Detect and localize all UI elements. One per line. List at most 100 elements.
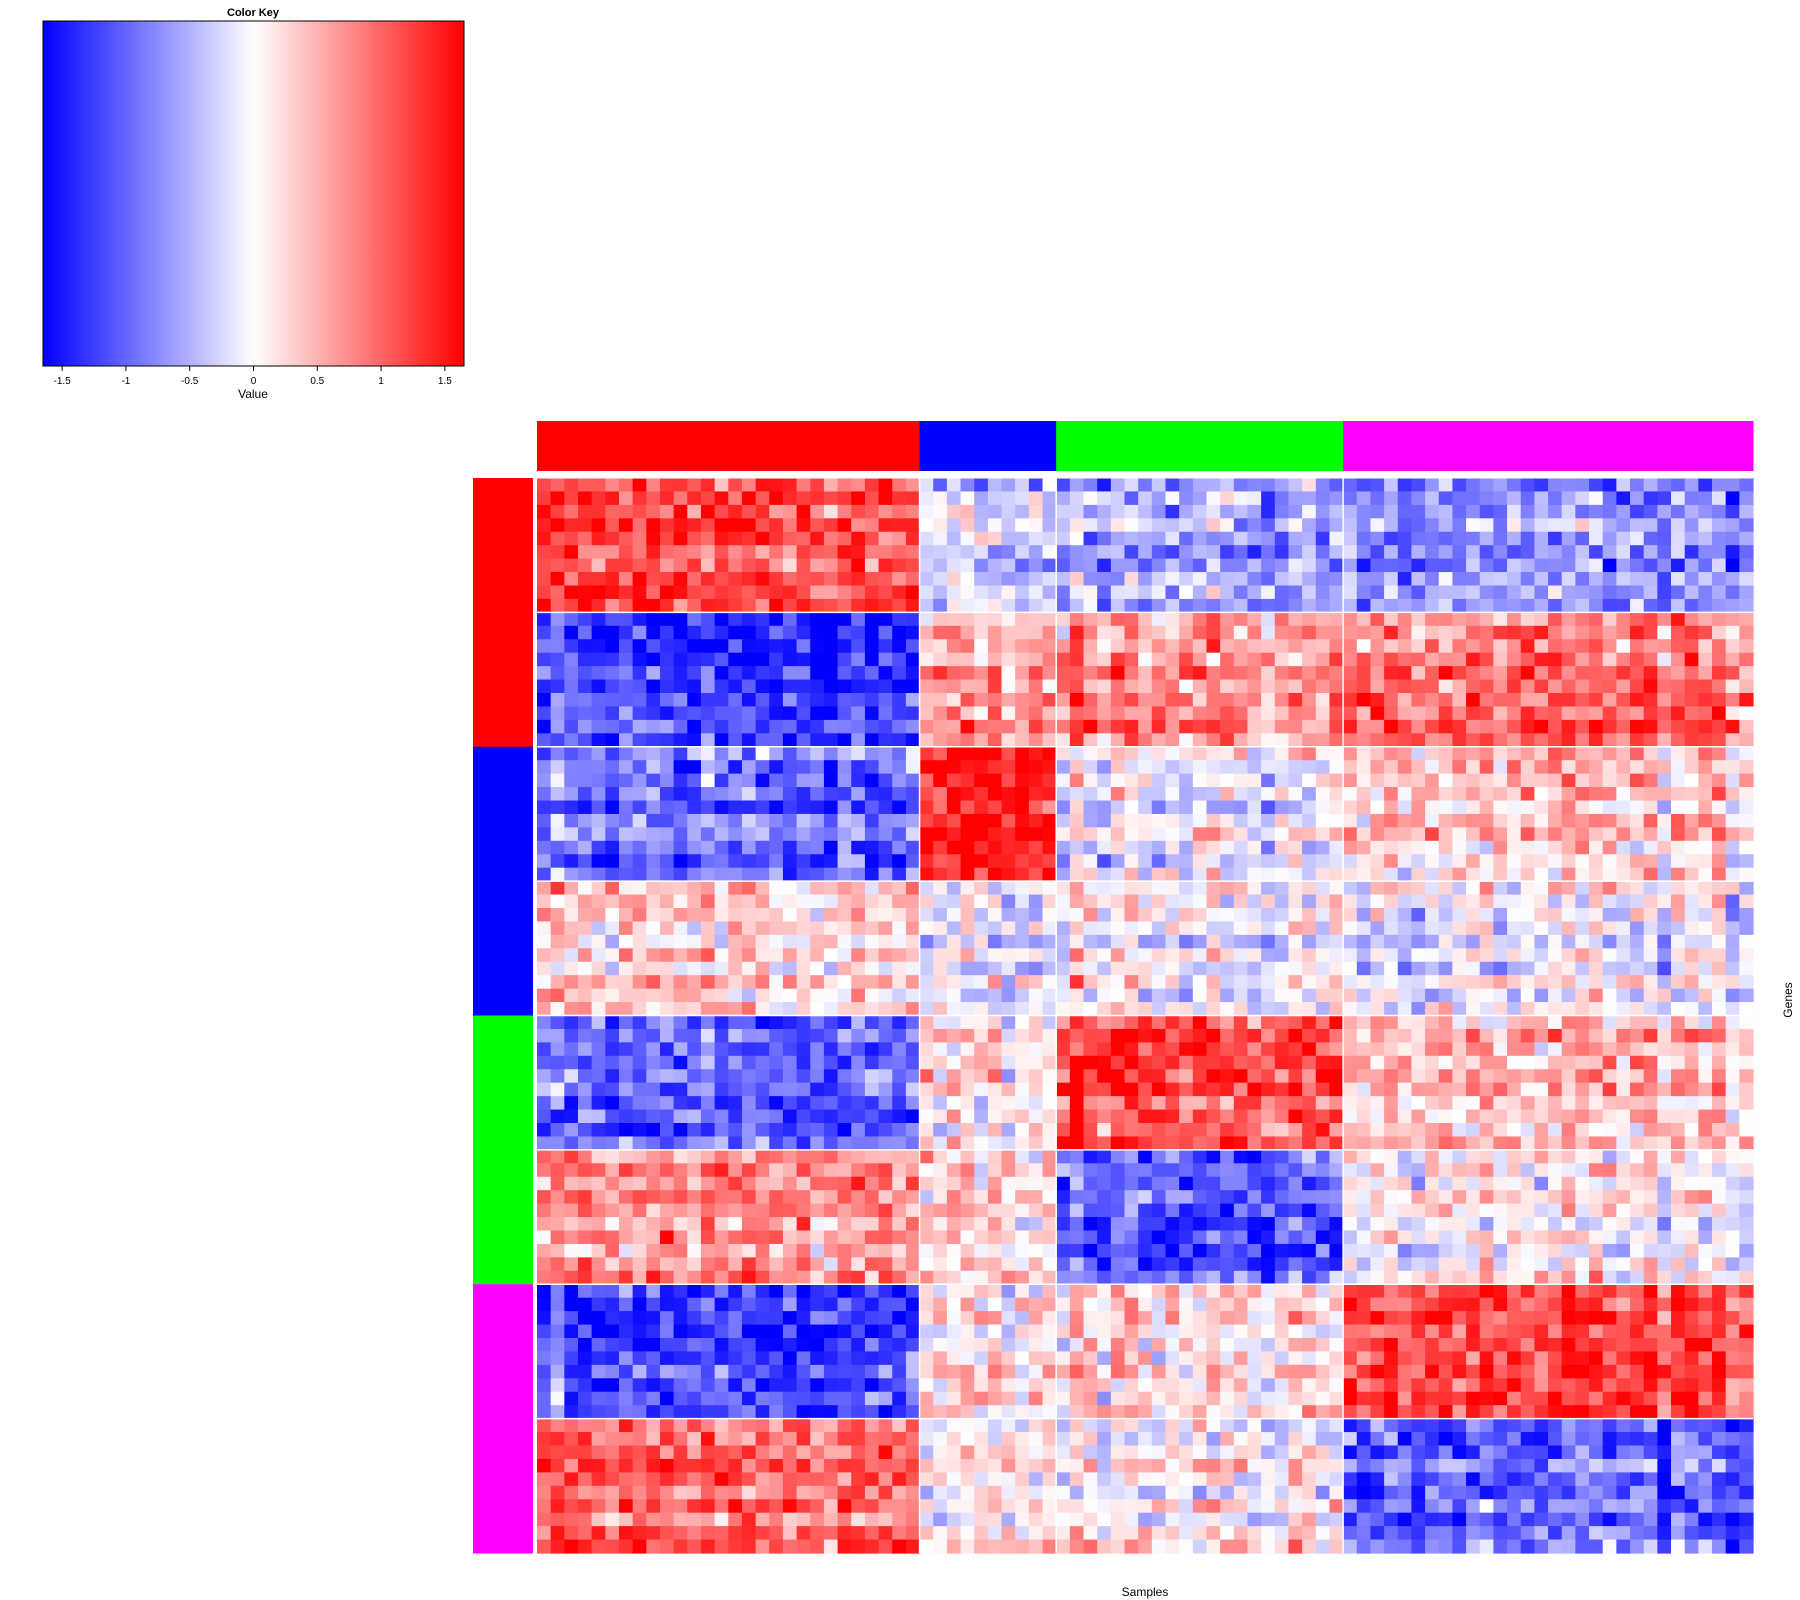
heatmap-cell <box>1247 827 1262 842</box>
heatmap-cell <box>687 948 702 963</box>
heatmap-cell <box>1493 854 1508 869</box>
heatmap-cell <box>618 1015 634 1030</box>
heatmap-cell <box>946 1217 962 1232</box>
heatmap-cell <box>1206 518 1221 533</box>
heatmap-cell <box>605 760 620 775</box>
heatmap-cell <box>1274 894 1290 909</box>
heatmap-cell <box>755 787 770 802</box>
heatmap-cell <box>1725 598 1740 613</box>
heatmap-cell <box>878 652 893 667</box>
heatmap-cell <box>1315 1149 1331 1164</box>
heatmap-cell <box>564 988 579 1003</box>
heatmap-cell <box>1657 572 1672 587</box>
heatmap-cell <box>1206 1082 1221 1097</box>
heatmap-cell <box>1138 652 1153 667</box>
heatmap-cell <box>1042 558 1057 573</box>
heatmap-cell <box>782 598 798 613</box>
heatmap-cell <box>1015 518 1030 533</box>
heatmap-cell <box>605 787 620 802</box>
heatmap-cell <box>632 504 647 519</box>
heatmap-cell <box>823 706 839 721</box>
heatmap-cell <box>714 518 729 533</box>
heatmap-cell <box>673 1055 688 1070</box>
heatmap-cell <box>1712 988 1727 1003</box>
heatmap-cell <box>1698 827 1713 842</box>
heatmap-cell <box>782 652 798 667</box>
heatmap-cell <box>1069 1149 1085 1164</box>
heatmap-cell <box>878 719 893 734</box>
heatmap-cell <box>1124 652 1139 667</box>
heatmap-cell <box>1411 854 1426 869</box>
heatmap-cell <box>1110 719 1126 734</box>
heatmap-cell <box>687 1082 702 1097</box>
heatmap-cell <box>1561 652 1576 667</box>
heatmap-cell <box>878 800 893 815</box>
heatmap-cell <box>1356 1028 1372 1043</box>
heatmap-cell <box>1520 625 1535 640</box>
heatmap-cell <box>1630 1082 1645 1097</box>
heatmap-cell <box>1015 1082 1030 1097</box>
heatmap-cell <box>769 625 784 640</box>
heatmap-cell <box>1411 881 1426 896</box>
heatmap-cell <box>1042 1096 1057 1111</box>
heatmap-cell <box>919 598 934 613</box>
heatmap-cell <box>1520 813 1535 828</box>
heatmap-cell <box>946 773 962 788</box>
heatmap-cell <box>1165 1109 1180 1124</box>
heatmap-cell <box>1329 545 1344 560</box>
heatmap-cell <box>1124 773 1139 788</box>
heatmap-cell <box>933 961 948 976</box>
heatmap-cell <box>1548 1015 1563 1030</box>
heatmap-cell <box>1206 975 1221 990</box>
heatmap-cell <box>1589 598 1604 613</box>
heatmap-cell <box>1056 598 1071 613</box>
heatmap-cell <box>810 545 825 560</box>
heatmap-cell <box>1684 1082 1699 1097</box>
heatmap-cell <box>1425 639 1440 654</box>
heatmap-cell <box>919 800 934 815</box>
heatmap-cell <box>550 1217 565 1232</box>
heatmap-cell <box>1698 1015 1713 1030</box>
heatmap-cell <box>605 598 620 613</box>
heatmap-cell <box>1056 1055 1071 1070</box>
heatmap-cell <box>1534 679 1549 694</box>
heatmap-cell <box>1425 706 1440 721</box>
heatmap-cell <box>1302 1028 1317 1043</box>
heatmap-cell <box>755 706 770 721</box>
heatmap-cell <box>1698 625 1713 640</box>
heatmap-cell <box>810 733 825 748</box>
heatmap-cell <box>1206 706 1221 721</box>
heatmap-cell <box>1001 827 1016 842</box>
heatmap-cell <box>1069 531 1085 546</box>
heatmap-cell <box>618 639 634 654</box>
heatmap-cell <box>1110 773 1126 788</box>
heatmap-cell <box>700 840 716 855</box>
heatmap-cell <box>1028 545 1044 560</box>
heatmap-cell <box>673 706 688 721</box>
heatmap-cell <box>1561 1096 1576 1111</box>
heatmap-cell <box>564 800 579 815</box>
heatmap-cell <box>1438 1217 1454 1232</box>
heatmap-cell <box>892 504 907 519</box>
heatmap-cell <box>714 652 729 667</box>
heatmap-cell <box>1001 598 1016 613</box>
heatmap-cell <box>1657 733 1672 748</box>
heatmap-cell <box>1548 1203 1563 1218</box>
heatmap-cell <box>714 491 729 506</box>
heatmap-cell <box>1192 491 1208 506</box>
heatmap-cell <box>700 881 716 896</box>
heatmap-cell <box>974 545 989 560</box>
heatmap-cell <box>837 666 852 681</box>
heatmap-cell <box>1042 1042 1057 1057</box>
heatmap-cell <box>741 975 757 990</box>
heatmap-cell <box>1589 585 1604 600</box>
heatmap-cell <box>659 1055 675 1070</box>
heatmap-cell <box>1671 760 1686 775</box>
heatmap-cell <box>1712 1149 1727 1164</box>
heatmap-cell <box>1671 908 1686 923</box>
heatmap-cell <box>1438 1176 1454 1191</box>
heatmap-cell <box>1643 572 1658 587</box>
heatmap-cell <box>728 840 743 855</box>
heatmap-cell <box>1288 1028 1303 1043</box>
heatmap-cell <box>1097 1015 1112 1030</box>
